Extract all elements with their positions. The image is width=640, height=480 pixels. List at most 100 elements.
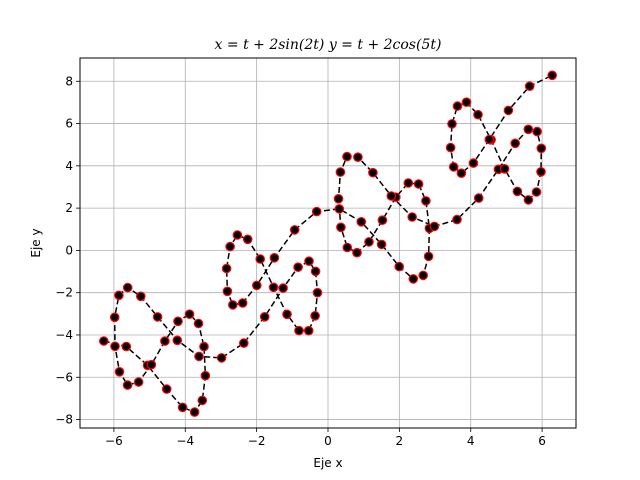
plot-data [99, 70, 557, 417]
y-tick-label: −6 [55, 370, 73, 384]
data-point [364, 237, 374, 247]
data-point [352, 247, 362, 258]
axis-ticks: −6 −4 −2 0 2 4 6 −8 −6 −4 −2 0 2 4 6 8 [55, 74, 546, 448]
data-point [268, 282, 279, 293]
data-point [421, 196, 431, 206]
data-point [334, 204, 345, 214]
data-point [136, 291, 146, 302]
data-point [524, 81, 535, 91]
data-point [523, 195, 534, 205]
data-point [294, 325, 304, 336]
data-point [311, 206, 322, 217]
data-point [368, 167, 378, 178]
y-tick-label: −4 [55, 328, 73, 342]
data-point [225, 241, 235, 252]
data-point [473, 109, 483, 120]
data-point [194, 351, 204, 362]
data-point [523, 124, 534, 135]
data-point [408, 274, 419, 284]
data-point [512, 186, 523, 197]
x-tick-label: −4 [176, 434, 194, 448]
data-point [228, 300, 238, 310]
data-point [242, 234, 253, 245]
series-line [103, 74, 553, 414]
data-point [160, 336, 170, 346]
data-point [407, 212, 417, 222]
data-point [445, 142, 456, 153]
data-point [531, 187, 542, 197]
y-tick-label: 6 [65, 117, 73, 131]
data-point [536, 143, 547, 154]
data-point [99, 336, 109, 346]
data-point [452, 214, 462, 225]
data-point [356, 217, 367, 227]
data-point [239, 338, 249, 348]
data-point [109, 312, 120, 323]
data-point [222, 286, 233, 297]
data-point [547, 70, 557, 81]
data-point [310, 310, 320, 321]
data-point [293, 262, 303, 272]
data-point [259, 311, 270, 322]
data-point [394, 261, 404, 272]
x-tick-label: 2 [396, 434, 404, 448]
data-point [303, 325, 314, 336]
data-point [468, 158, 479, 168]
data-point [510, 138, 520, 149]
data-point [172, 335, 183, 346]
y-axis-label: Eje y [29, 228, 43, 257]
data-point [473, 193, 484, 203]
x-axis-label: Eje x [313, 456, 342, 470]
data-point [122, 282, 133, 293]
data-point [413, 179, 424, 189]
data-point [200, 370, 211, 381]
data-point [121, 341, 132, 352]
data-point [152, 312, 163, 322]
data-point [386, 191, 397, 201]
data-point [237, 298, 248, 308]
data-point [448, 162, 459, 172]
data-point [133, 377, 144, 387]
y-tick-label: 4 [65, 159, 73, 173]
data-point [429, 221, 440, 232]
data-point [376, 239, 387, 250]
data-point [161, 384, 172, 394]
data-point [418, 270, 428, 281]
data-point [278, 283, 288, 293]
x-tick-label: 4 [467, 434, 475, 448]
data-point [110, 341, 120, 352]
data-point [456, 168, 467, 178]
data-point [353, 152, 363, 162]
data-point [146, 359, 157, 370]
data-point [423, 251, 434, 262]
y-tick-label: −2 [55, 286, 73, 300]
data-point [335, 167, 346, 177]
data-point [310, 266, 321, 277]
data-point [532, 126, 542, 137]
data-point [184, 309, 195, 319]
x-tick-label: −2 [248, 434, 266, 448]
data-point [255, 254, 265, 264]
data-point [336, 222, 346, 233]
data-point [193, 318, 204, 329]
data-point [536, 167, 546, 177]
data-point [503, 105, 514, 116]
x-tick-label: 6 [538, 434, 546, 448]
data-point [189, 407, 200, 417]
data-point [289, 225, 300, 235]
data-point [403, 178, 414, 188]
data-point [221, 263, 232, 274]
data-point [232, 230, 243, 240]
data-point [333, 194, 344, 204]
data-point [114, 366, 125, 377]
data-point [304, 256, 314, 266]
data-point [342, 242, 353, 253]
data-point [199, 341, 209, 352]
y-tick-label: 8 [65, 74, 73, 88]
data-point [216, 353, 227, 363]
data-point [122, 380, 133, 390]
data-point [269, 252, 280, 263]
data-point [484, 134, 495, 145]
